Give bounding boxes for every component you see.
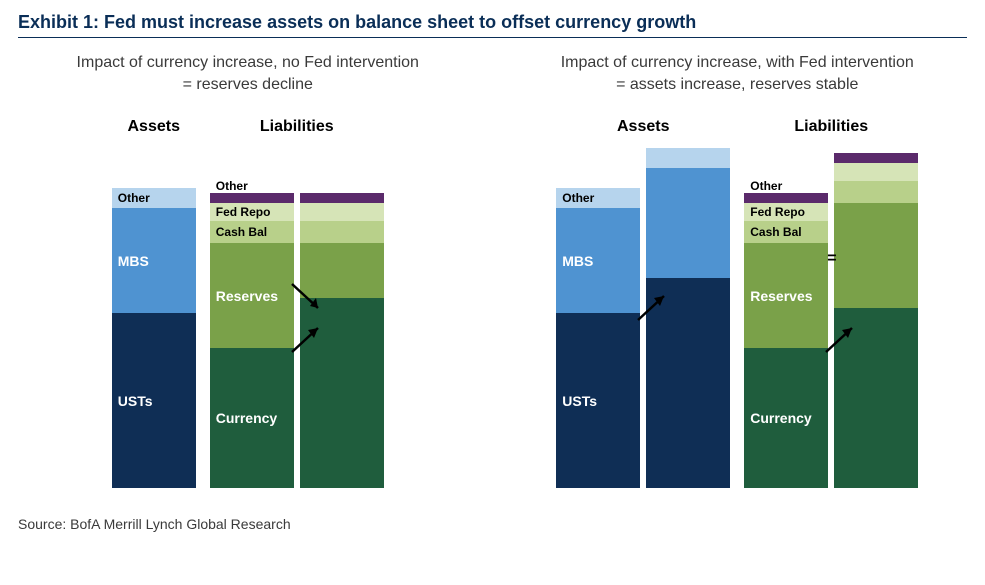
assets-header-r: Assets (617, 118, 669, 140)
segment-fedrepo: Fed Repo (210, 203, 294, 221)
left-liab-group: Liabilities CurrencyReservesCash BalFed … (210, 118, 384, 488)
segment-fedrepo: Fed Repo (744, 203, 828, 221)
segment-usts (646, 278, 730, 488)
panels-container: Impact of currency increase, no Fed inte… (18, 52, 967, 488)
segment-fedrepo (834, 163, 918, 181)
segment-mbs (646, 168, 730, 278)
left-sub-line1: Impact of currency increase, no Fed inte… (77, 54, 419, 71)
left-assets-bar: USTsMBSOther (112, 188, 196, 488)
assets-header: Assets (128, 118, 180, 140)
segment-fedrepo (300, 203, 384, 221)
segment-currency: Currency (210, 348, 294, 488)
segment-other_liab (300, 193, 384, 203)
segment-other_asset: Other (112, 188, 196, 208)
right-liab-group: Liabilities CurrencyReservesCash BalFed … (744, 118, 918, 488)
segment-label-other_liab: Other (750, 179, 782, 193)
right-assets-group: Assets USTsMBSOther (556, 118, 730, 488)
segment-other_asset: Other (556, 188, 640, 208)
equals-sign: = (827, 250, 836, 268)
segment-cashbal: Cash Bal (210, 221, 294, 243)
segment-label-other_liab: Other (216, 179, 248, 193)
segment-reserves (834, 203, 918, 308)
right-chart-row: Assets USTsMBSOther Liabilities Currency… (556, 118, 918, 488)
segment-other_liab: Other (744, 193, 828, 203)
left-liab-before-bar: CurrencyReservesCash BalFed RepoOther (210, 188, 294, 488)
segment-usts: USTs (112, 313, 196, 488)
right-panel: Impact of currency increase, with Fed in… (508, 52, 968, 488)
left-chart-row: Assets USTsMBSOther Liabilities Currency… (112, 118, 384, 488)
exhibit-title: Exhibit 1: Fed must increase assets on b… (18, 12, 967, 38)
segment-mbs: MBS (556, 208, 640, 313)
segment-currency: Currency (744, 348, 828, 488)
segment-usts: USTs (556, 313, 640, 488)
left-sub-line2: = reserves decline (183, 76, 313, 93)
segment-other_liab: Other (210, 193, 294, 203)
liabilities-header-r: Liabilities (794, 118, 868, 140)
segment-reserves: Reserves (210, 243, 294, 348)
left-subtitle: Impact of currency increase, no Fed inte… (77, 52, 419, 96)
right-assets-after-bar (646, 148, 730, 488)
right-liab-after-bar (834, 148, 918, 488)
segment-other_asset (646, 148, 730, 168)
left-panel: Impact of currency increase, no Fed inte… (18, 52, 478, 488)
right-assets-before-bar: USTsMBSOther (556, 188, 640, 488)
right-sub-line2: = assets increase, reserves stable (616, 76, 858, 93)
source-text: Source: BofA Merrill Lynch Global Resear… (18, 516, 967, 532)
right-subtitle: Impact of currency increase, with Fed in… (561, 52, 914, 96)
segment-cashbal: Cash Bal (744, 221, 828, 243)
segment-reserves (300, 243, 384, 298)
right-sub-line1: Impact of currency increase, with Fed in… (561, 54, 914, 71)
segment-cashbal (300, 221, 384, 243)
segment-reserves: Reserves (744, 243, 828, 348)
segment-other_liab (834, 153, 918, 163)
segment-cashbal (834, 181, 918, 203)
left-assets-group: Assets USTsMBSOther (112, 118, 196, 488)
segment-currency (300, 298, 384, 488)
right-liab-before-bar: CurrencyReservesCash BalFed RepoOther (744, 188, 828, 488)
segment-mbs: MBS (112, 208, 196, 313)
liabilities-header: Liabilities (260, 118, 334, 140)
left-liab-after-bar (300, 188, 384, 488)
segment-currency (834, 308, 918, 488)
